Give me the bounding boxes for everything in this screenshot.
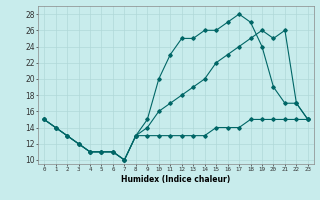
X-axis label: Humidex (Indice chaleur): Humidex (Indice chaleur) bbox=[121, 175, 231, 184]
